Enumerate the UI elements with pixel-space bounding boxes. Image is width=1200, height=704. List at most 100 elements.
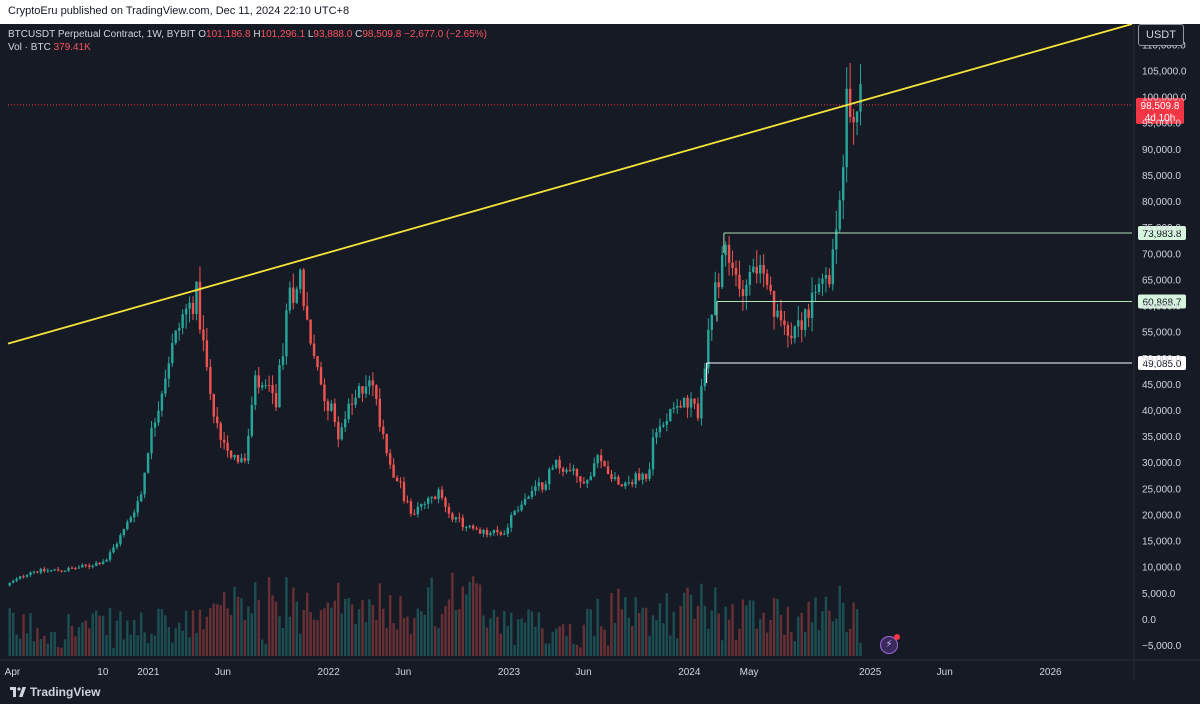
candle-body [368, 380, 371, 387]
candle-body [160, 393, 164, 411]
last-price-box [1136, 97, 1184, 124]
candle-body [714, 282, 717, 315]
volume-bar [496, 616, 499, 656]
legend-volume-row: Vol · BTC 379.41K [8, 41, 487, 54]
legend-open-label: O [198, 29, 207, 40]
volume-bar [762, 612, 765, 656]
volume-bar [807, 601, 810, 656]
volume-bar [74, 636, 77, 656]
volume-bar [305, 592, 309, 656]
y-tick-label: 10,000.0 [1142, 563, 1181, 574]
candle-body [347, 403, 350, 420]
price-chart[interactable]: 73,983.860,868.749,085.098,509.84d 10h 1… [0, 24, 1200, 680]
candle-body [717, 282, 720, 288]
volume-bar [720, 640, 724, 656]
candle-body [689, 398, 693, 408]
y-tick-label: 65,000.0 [1142, 275, 1181, 286]
candle-body [492, 529, 496, 534]
volume-bar [81, 622, 84, 656]
time-axis[interactable]: Apr 10 2021 Jun 2022 Jun 2023 Jun 2024 May 2025 Jun… [5, 667, 1062, 678]
volume-bar [669, 635, 672, 656]
candle-body [254, 375, 257, 405]
volume-bar [672, 611, 675, 656]
candle-body [212, 393, 215, 417]
candle-body [143, 472, 146, 495]
x-tick-label: 2021 [137, 667, 160, 678]
lightning-icon[interactable]: ⚡ [880, 634, 900, 654]
volume-bar [126, 620, 129, 656]
candle-body [305, 306, 309, 320]
candle-body [544, 484, 548, 490]
volume-bar [648, 635, 651, 656]
candle-body [530, 490, 534, 497]
volume-bar [810, 621, 814, 656]
candle-body [506, 527, 509, 534]
level-label-box [1138, 356, 1186, 371]
volume-bar [748, 600, 752, 656]
candle-body [18, 576, 22, 579]
tradingview-brand: TradingView [10, 685, 100, 699]
candle-body [814, 292, 817, 294]
candle-body [395, 477, 399, 482]
candle-body [216, 416, 219, 424]
volume-bar [492, 609, 496, 656]
volume-bar [184, 610, 188, 656]
volume-bar [25, 633, 29, 656]
currency-button[interactable]: USDT [1138, 24, 1184, 46]
candle-body [599, 455, 603, 462]
price-axis[interactable]: 110,000.0105,000.0100,000.095,000.090,00… [1142, 40, 1187, 652]
candle-body [43, 568, 46, 572]
volume-bar [257, 599, 260, 656]
volume-bar [18, 638, 22, 656]
y-tick-label: 35,000.0 [1142, 432, 1181, 443]
volume-bar [717, 613, 720, 656]
horizontal-levels[interactable]: 73,983.8 60,868.7 49,085.0 98,509.84d 10h [8, 97, 1186, 384]
candle-body [707, 329, 710, 369]
volume-bar [575, 644, 579, 656]
volume-bar [88, 628, 91, 656]
candle-body [603, 461, 606, 467]
volume-bar [340, 613, 343, 656]
legend-close-label: C [355, 29, 363, 40]
volume-bar [347, 597, 350, 656]
volume-bar [285, 577, 288, 656]
volume-bar [696, 605, 700, 656]
volume-bar [710, 610, 714, 656]
volume-bar [22, 614, 25, 656]
trendline-group[interactable] [7, 24, 1133, 345]
candle-body [257, 375, 260, 388]
candle-body [299, 269, 302, 289]
volume-bar [523, 622, 527, 656]
volume-bar [544, 643, 548, 656]
candle-body [181, 314, 184, 328]
volume-bar [191, 610, 195, 656]
volume-bar [233, 586, 236, 656]
candle-body [513, 511, 516, 516]
volume-bar [53, 631, 56, 656]
candle-body [50, 570, 53, 572]
level-label-box [1138, 226, 1186, 241]
y-tick-label: 100,000.0 [1142, 93, 1187, 104]
candle-body [755, 266, 758, 274]
candle-body [824, 275, 828, 279]
volume-bar [828, 610, 831, 656]
candle-body [596, 455, 599, 464]
candle-body [240, 458, 243, 463]
volume-bar [620, 609, 624, 656]
volume-bar [420, 611, 423, 656]
candle-body [523, 498, 527, 505]
candle-body [720, 255, 724, 288]
candle-body [312, 343, 316, 357]
volume-bar [727, 619, 731, 656]
candle-body [385, 433, 388, 454]
candle-body [582, 481, 586, 484]
candle-body [292, 287, 295, 303]
x-tick-label: Jun [215, 667, 231, 678]
candle-body [56, 569, 60, 571]
volume-bar [195, 632, 198, 656]
legend-low-label: L [307, 29, 314, 40]
candle-body [236, 454, 240, 463]
candle-body [752, 266, 755, 273]
volume-bar [354, 623, 357, 656]
candle-body [499, 532, 503, 535]
